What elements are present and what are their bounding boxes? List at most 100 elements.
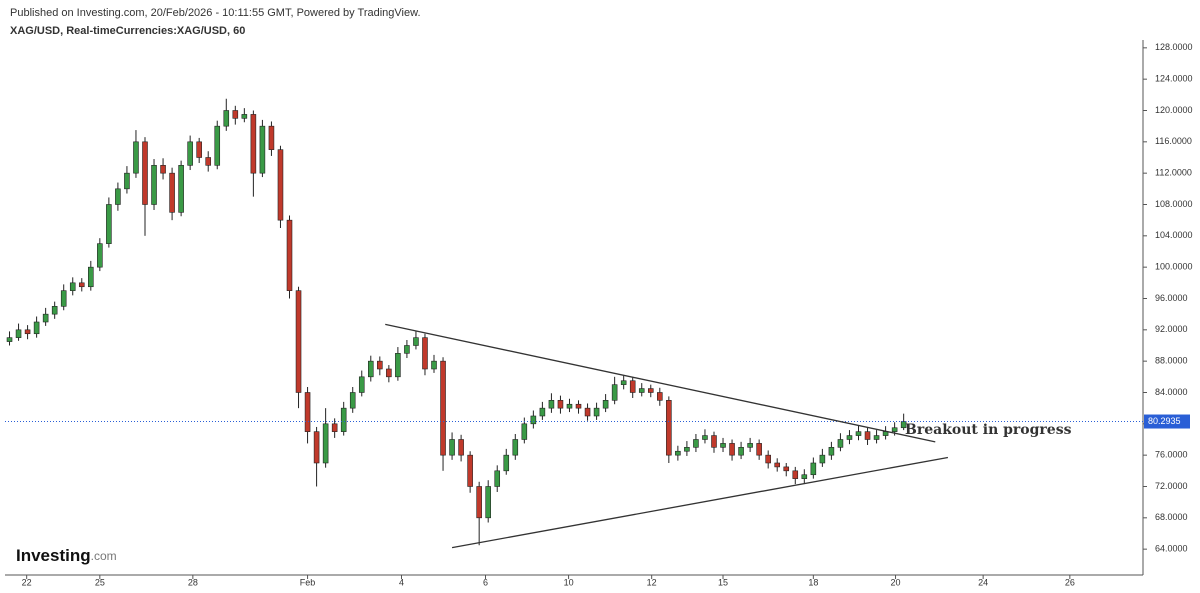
candle-body: [675, 450, 681, 456]
x-tick-label: 18: [808, 577, 818, 587]
candle-body: [6, 337, 13, 342]
candle-body: [187, 141, 193, 166]
candle-body: [566, 403, 573, 409]
candle-body: [15, 329, 22, 338]
candle-body: [106, 204, 112, 244]
x-tick-label: 10: [564, 577, 574, 587]
candle-body: [638, 388, 645, 393]
candle-body: [440, 360, 446, 456]
candle-body: [611, 384, 618, 401]
y-tick-label: 96.0000: [1155, 293, 1188, 303]
candle-body: [178, 165, 184, 213]
candle-body: [828, 447, 835, 456]
x-tick-label: 15: [718, 577, 728, 587]
x-tick-label: Feb: [300, 577, 316, 587]
trend-line: [451, 456, 949, 549]
x-tick-label: 24: [978, 577, 988, 587]
candle-body: [503, 454, 510, 472]
candle-body: [259, 125, 266, 174]
candle-body: [837, 439, 844, 448]
candle-body: [873, 435, 880, 440]
candle-body: [666, 400, 672, 456]
candle-body: [232, 110, 239, 119]
candle-body: [88, 266, 94, 288]
x-tick-label: 25: [95, 577, 105, 587]
last-price-label: 80.2935: [1148, 416, 1181, 426]
x-tick-label: 12: [647, 577, 657, 587]
candle-body: [169, 172, 175, 213]
candle-body: [557, 400, 564, 409]
candle-body: [404, 345, 410, 354]
candle-body: [729, 443, 735, 456]
y-tick-label: 76.0000: [1155, 450, 1188, 460]
candle-body: [864, 431, 871, 440]
candle-body: [277, 149, 284, 221]
candle-body: [250, 114, 257, 174]
candle-body: [702, 435, 708, 440]
logo-suffix: .com: [91, 549, 117, 563]
candle-body: [720, 443, 726, 448]
logo: Investing.com: [16, 546, 117, 565]
candle-body: [69, 282, 76, 291]
candle-body: [51, 306, 58, 315]
candle-body: [223, 110, 230, 127]
candle-body: [42, 313, 49, 323]
y-tick-label: 100.0000: [1155, 262, 1193, 272]
candle-body: [792, 470, 799, 479]
candle-body: [286, 219, 293, 291]
candle-body: [33, 321, 40, 335]
candle-body: [97, 243, 103, 268]
candle-body: [738, 447, 744, 456]
candle-body: [458, 439, 464, 456]
x-tick-label: 4: [399, 577, 404, 587]
candle-body: [467, 454, 473, 487]
candle-body: [241, 114, 248, 119]
published-note: Published on Investing.com, 20/Feb/2026 …: [10, 7, 421, 19]
candle-body: [422, 337, 428, 370]
candle-body: [349, 392, 356, 409]
candle-body: [810, 462, 817, 476]
y-tick-label: 116.0000: [1155, 136, 1192, 146]
candle-body: [368, 360, 374, 378]
candle-body: [620, 380, 627, 385]
annotation: Breakout in progress: [905, 422, 1072, 438]
y-tick-label: 108.0000: [1155, 199, 1193, 209]
candle-body: [386, 368, 392, 378]
candle-body: [846, 435, 853, 440]
candle-body: [602, 400, 609, 409]
candle-body: [322, 423, 329, 464]
last-price-box: [1144, 414, 1190, 429]
candle-body: [160, 165, 166, 174]
candle-body: [494, 470, 501, 487]
candle-body: [684, 447, 690, 452]
y-tick-label: 64.0000: [1155, 544, 1188, 554]
candle-body: [151, 165, 157, 205]
y-tick-label: 72.0000: [1155, 481, 1188, 491]
candle-body: [801, 474, 808, 479]
candle-body: [891, 427, 898, 432]
candle-body: [512, 439, 519, 456]
candle-body: [295, 290, 302, 393]
candle-body: [196, 141, 202, 158]
candle-body: [395, 353, 401, 378]
symbol-title: XAG/USD, Real-timeCurrencies:XAG/USD, 60: [10, 25, 245, 37]
candle-body: [133, 141, 139, 174]
candle-body: [647, 388, 654, 393]
candle-body: [124, 172, 130, 190]
candle-body: [711, 435, 717, 448]
y-tick-label: 124.0000: [1155, 74, 1193, 84]
candle-body: [331, 423, 338, 432]
y-tick-label: 84.0000: [1155, 387, 1188, 397]
candle-body: [142, 141, 148, 205]
x-tick-label: 6: [483, 577, 488, 587]
candle-body: [485, 486, 491, 519]
candle-body: [765, 454, 771, 464]
candle-body: [377, 360, 383, 370]
candle-body: [783, 466, 790, 472]
candle-body: [530, 415, 537, 425]
candle-body: [747, 443, 753, 448]
y-tick-label: 88.0000: [1155, 356, 1188, 366]
y-tick-label: 120.0000: [1155, 105, 1193, 115]
